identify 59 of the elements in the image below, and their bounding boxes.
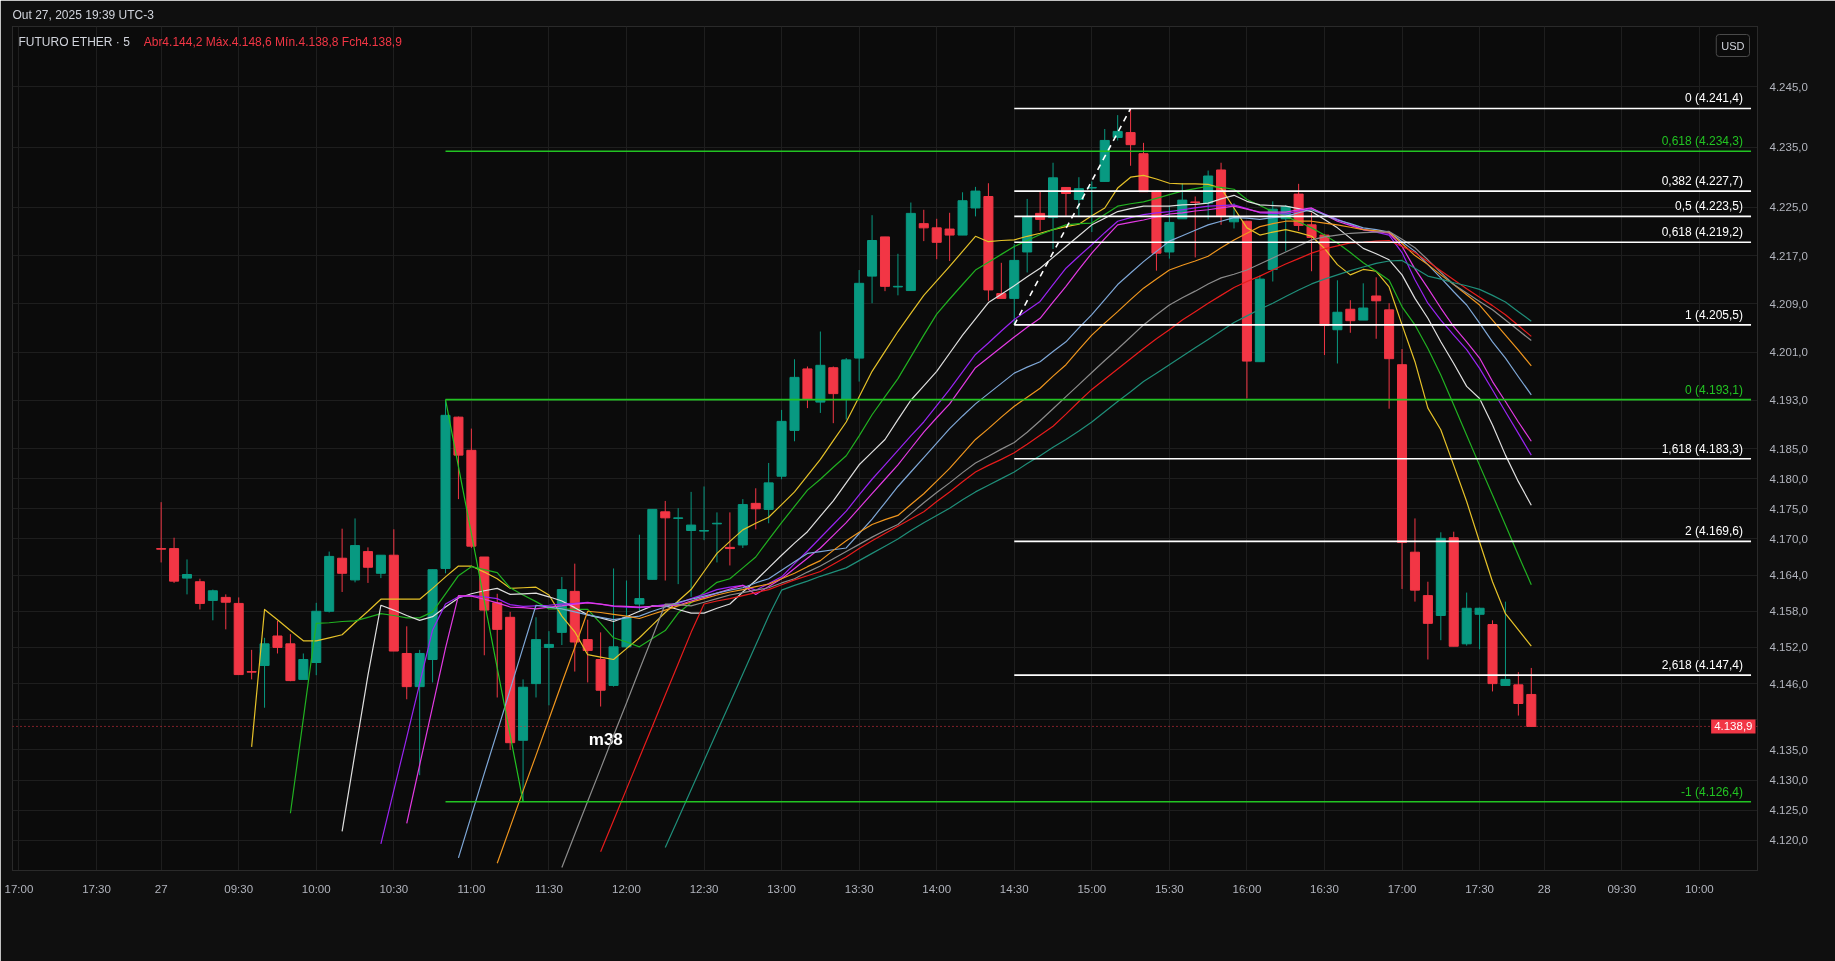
x-tick-label: 13:00 bbox=[767, 882, 796, 895]
x-tick-label: 15:30 bbox=[1154, 882, 1184, 895]
y-tick-label: 4.235,0 bbox=[1769, 141, 1808, 154]
x-tick-label: 17:00 bbox=[1387, 882, 1417, 895]
x-tick-label: 10:00 bbox=[301, 882, 331, 895]
series-label: 0,5 (4.223,5) bbox=[1674, 199, 1744, 214]
y-tick-label: 4.146,0 bbox=[1769, 677, 1808, 690]
y-tick-label: 4.152,0 bbox=[1769, 641, 1808, 654]
x-tick-label: 11:00 bbox=[457, 882, 486, 895]
series-label: -1 (4.126,4) bbox=[1681, 784, 1744, 799]
y-tick-label: 4.245,0 bbox=[1769, 80, 1808, 93]
y-tick-label: 4.201,0 bbox=[1769, 346, 1808, 359]
y-tick-label: 4.185,0 bbox=[1769, 442, 1808, 455]
y-tick-label: 4.158,0 bbox=[1769, 605, 1808, 618]
series-label: 0,618 (4.234,3) bbox=[1661, 134, 1744, 149]
y-tick-label: 4.225,0 bbox=[1769, 201, 1808, 214]
y-tick-label: 4.120,0 bbox=[1769, 834, 1808, 847]
text: Out 27, 2025 19:39 UTC-3 bbox=[12, 7, 155, 22]
y-tick-label: 4.180,0 bbox=[1769, 472, 1808, 485]
y-tick-label: 4.125,0 bbox=[1769, 804, 1808, 817]
y-tick-label: 4.209,0 bbox=[1769, 297, 1808, 310]
x-tick-label: 28 bbox=[1537, 882, 1551, 895]
x-tick-label: 12:30 bbox=[689, 882, 719, 895]
x-tick-label: 13:30 bbox=[844, 882, 874, 895]
y-tick-label: 4.217,0 bbox=[1769, 249, 1808, 262]
series-label: 0,618 (4.219,2) bbox=[1661, 225, 1744, 240]
annotation: m38 bbox=[588, 730, 623, 749]
series-label: 1 (4.205,5) bbox=[1685, 307, 1744, 322]
x-tick-label: 12:00 bbox=[612, 882, 641, 895]
x-tick-label: 10:30 bbox=[379, 882, 409, 895]
y-tick-label: 4.130,0 bbox=[1769, 774, 1808, 787]
y-tick-label: 4.164,0 bbox=[1769, 569, 1808, 582]
series-label: 0,382 (4.227,7) bbox=[1661, 174, 1744, 189]
series-label: 0 (4.241,4) bbox=[1685, 91, 1744, 106]
x-tick-label: 17:00 bbox=[4, 882, 34, 895]
x-tick-label: 10:00 bbox=[1684, 882, 1714, 895]
x-tick-label: 15:00 bbox=[1077, 882, 1107, 895]
y-tick-label: 4.135,0 bbox=[1769, 743, 1808, 756]
series-label: 2 (4.169,6) bbox=[1685, 524, 1744, 539]
x-tick-label: 11:30 bbox=[534, 882, 563, 895]
x-tick-label: 16:30 bbox=[1310, 882, 1339, 895]
ref-line-label: 4.138,9 bbox=[1714, 720, 1753, 733]
x-tick-label: 14:00 bbox=[922, 882, 952, 895]
text: Abr4.144,2 Máx.4.148,6 Mín.4.138,8 Fch4.138,9 bbox=[143, 34, 403, 49]
x-tick-label: 16:00 bbox=[1232, 882, 1262, 895]
y-tick-label: 4.175,0 bbox=[1769, 502, 1808, 515]
x-tick-label: 14:30 bbox=[999, 882, 1029, 895]
series-label: 0 (4.193,1) bbox=[1685, 382, 1744, 397]
series-label: 2,618 (4.147,4) bbox=[1661, 658, 1744, 673]
x-tick-label: 09:30 bbox=[224, 882, 254, 895]
x-tick-label: 09:30 bbox=[1607, 882, 1637, 895]
x-tick-label: 17:30 bbox=[1465, 882, 1494, 895]
x-tick-label: 27 bbox=[154, 882, 168, 895]
annotation: USD bbox=[1721, 39, 1745, 52]
text: FUTURO ETHER · 5 bbox=[18, 34, 131, 49]
y-tick-label: 4.193,0 bbox=[1769, 394, 1808, 407]
series-label: 1,618 (4.183,3) bbox=[1661, 441, 1744, 456]
y-tick-label: 4.170,0 bbox=[1769, 532, 1808, 545]
x-tick-label: 17:30 bbox=[82, 882, 111, 895]
